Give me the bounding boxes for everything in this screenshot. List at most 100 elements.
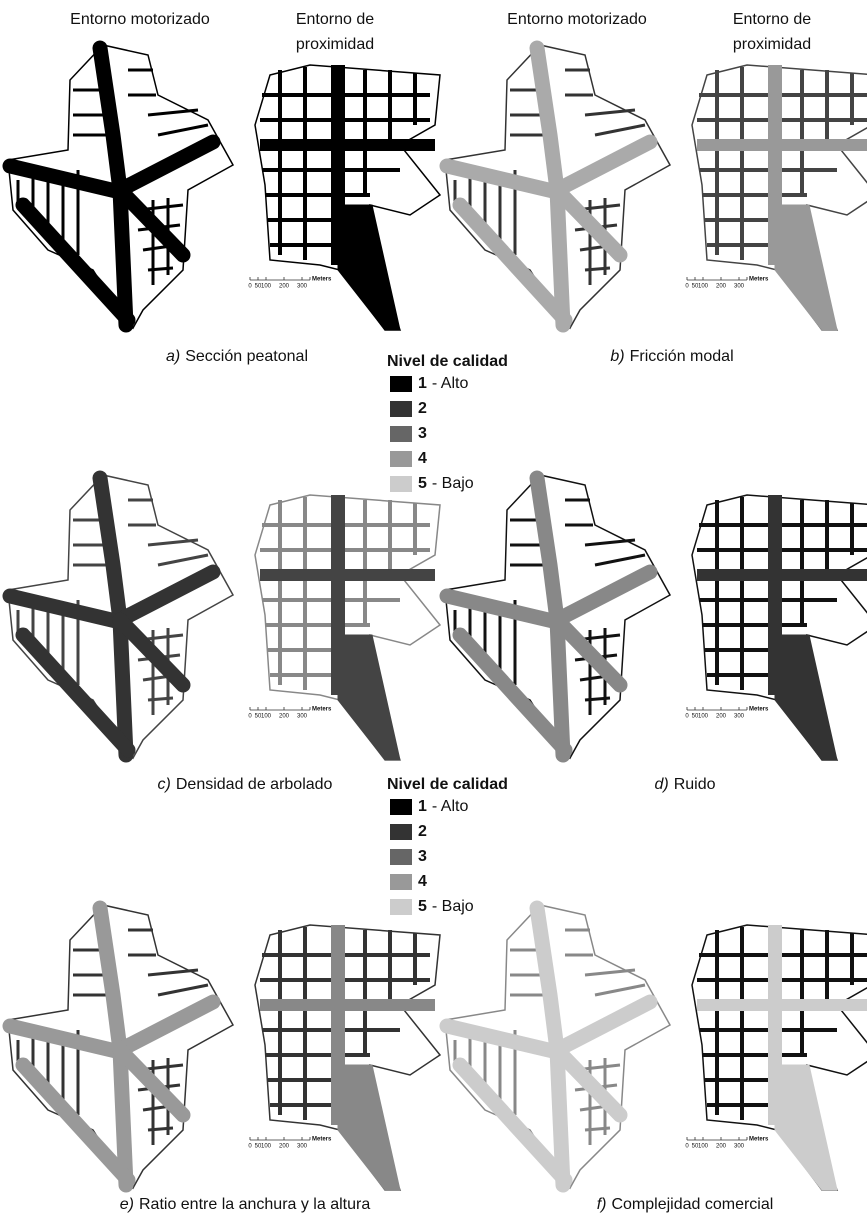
maps <box>8 45 867 1190</box>
scale-label: 200 <box>716 714 727 720</box>
page: {"header": {"motorized": "Entorno motori… <box>0 0 867 1220</box>
scale-label: 0 <box>248 284 252 290</box>
scale-bar <box>250 707 310 710</box>
proximity-map <box>255 65 440 330</box>
panel-caption: f)Complejidad comercial <box>597 1196 774 1213</box>
legend-label: 5 - Bajo <box>418 898 474 915</box>
panel-letter: b) <box>610 348 624 365</box>
panel-title: Complejidad comercial <box>611 1196 773 1213</box>
column-header: proximidad <box>296 36 374 53</box>
legend-label: 3 <box>418 848 427 865</box>
motorized-map <box>445 475 670 758</box>
legend-label: 2 <box>418 400 427 417</box>
legend-level: 4 <box>418 450 427 467</box>
scale-bar <box>250 277 310 280</box>
panel-caption: a) Sección peatonal <box>166 348 308 365</box>
motorized-map <box>445 905 670 1188</box>
column-header: proximidad <box>733 36 811 53</box>
panel-title: Ruido <box>674 776 716 793</box>
proximity-map <box>692 495 867 760</box>
legend-level: 5 <box>418 898 427 915</box>
legend-swatch <box>390 874 412 890</box>
legend-text: - Bajo <box>432 898 474 915</box>
scale-bar <box>250 1137 310 1140</box>
legend-level: 5 <box>418 475 427 492</box>
legend-swatch <box>390 849 412 865</box>
motorized-map <box>445 45 670 328</box>
legend-label: 1 - Alto <box>418 375 468 392</box>
scale-label: 100 <box>261 1144 272 1150</box>
scale-label: 100 <box>698 1144 709 1150</box>
legend-label: 5 - Bajo <box>418 475 474 492</box>
legend-label: 2 <box>418 823 427 840</box>
column-header: Entorno de <box>296 11 374 28</box>
legend-level: 3 <box>418 425 427 442</box>
scale-label: 300 <box>734 1144 745 1150</box>
column-header: Entorno motorizado <box>507 11 647 28</box>
scale-label: 300 <box>734 284 745 290</box>
panel-title: Densidad de arbolado <box>176 776 333 793</box>
scale-label: 100 <box>261 284 272 290</box>
legend-swatch <box>390 451 412 467</box>
legend-title: Nivel de calidad <box>387 776 508 793</box>
proximity-map <box>692 925 867 1190</box>
legend-text: - Bajo <box>432 475 474 492</box>
scale-label: 300 <box>297 714 308 720</box>
scale-label: 200 <box>716 1144 727 1150</box>
scale-bar <box>687 707 747 710</box>
legend-level: 3 <box>418 848 427 865</box>
legend-label: 4 <box>418 450 427 467</box>
legend-level: 1 <box>418 798 427 815</box>
proximity-map <box>255 495 440 760</box>
legend-label: 3 <box>418 425 427 442</box>
motorized-map <box>8 475 233 758</box>
legend-level: 2 <box>418 823 427 840</box>
scale-unit: Meters <box>312 1137 332 1143</box>
scale-label: 200 <box>716 284 727 290</box>
legend-swatch <box>390 824 412 840</box>
legend-text: - Alto <box>432 798 469 815</box>
panel-letter: f) <box>597 1196 607 1213</box>
scale-unit: Meters <box>312 707 332 713</box>
scale-unit: Meters <box>749 707 769 713</box>
legend-title: Nivel de calidad <box>387 353 508 370</box>
scale-label: 200 <box>279 714 290 720</box>
scale-unit: Meters <box>749 1137 769 1143</box>
legend-swatch <box>390 799 412 815</box>
legend-swatch <box>390 899 412 915</box>
legend-swatch <box>390 376 412 392</box>
scale-label: 0 <box>685 284 689 290</box>
panel-letter: e) <box>120 1196 134 1213</box>
scale-label: 100 <box>698 284 709 290</box>
scale-label: 200 <box>279 1144 290 1150</box>
scale-label: 300 <box>734 714 745 720</box>
legend-swatch <box>390 426 412 442</box>
panel-title: Sección peatonal <box>185 348 308 365</box>
proximity-map <box>255 925 440 1190</box>
legend-text: - Alto <box>432 375 469 392</box>
panel-letter: a) <box>166 348 180 365</box>
panel-letter: c) <box>158 776 171 793</box>
panel-title: Fricción modal <box>630 348 734 365</box>
figure: Entorno motorizado Entorno de proximidad En… <box>0 0 867 1220</box>
proximity-map <box>692 65 867 330</box>
panel-title: Ratio entre la anchura y la altura <box>139 1196 370 1213</box>
scale-label: 0 <box>248 714 252 720</box>
scale-label: 100 <box>261 714 272 720</box>
legend-swatch <box>390 401 412 417</box>
panel-caption: d)Ruido <box>654 776 715 793</box>
legend-label: 4 <box>418 873 427 890</box>
legend-swatch <box>390 476 412 492</box>
scale-unit: Meters <box>749 277 769 283</box>
column-header: Entorno de <box>733 11 811 28</box>
scale-label: 300 <box>297 284 308 290</box>
scale-unit: Meters <box>312 277 332 283</box>
scale-label: 0 <box>685 714 689 720</box>
motorized-map <box>8 905 233 1188</box>
panel-caption: c) Densidad de arbolado <box>158 776 333 793</box>
scale-label: 200 <box>279 284 290 290</box>
scale-label: 100 <box>698 714 709 720</box>
scale-bar <box>687 277 747 280</box>
legend-label: 1 - Alto <box>418 798 468 815</box>
legend-level: 1 <box>418 375 427 392</box>
